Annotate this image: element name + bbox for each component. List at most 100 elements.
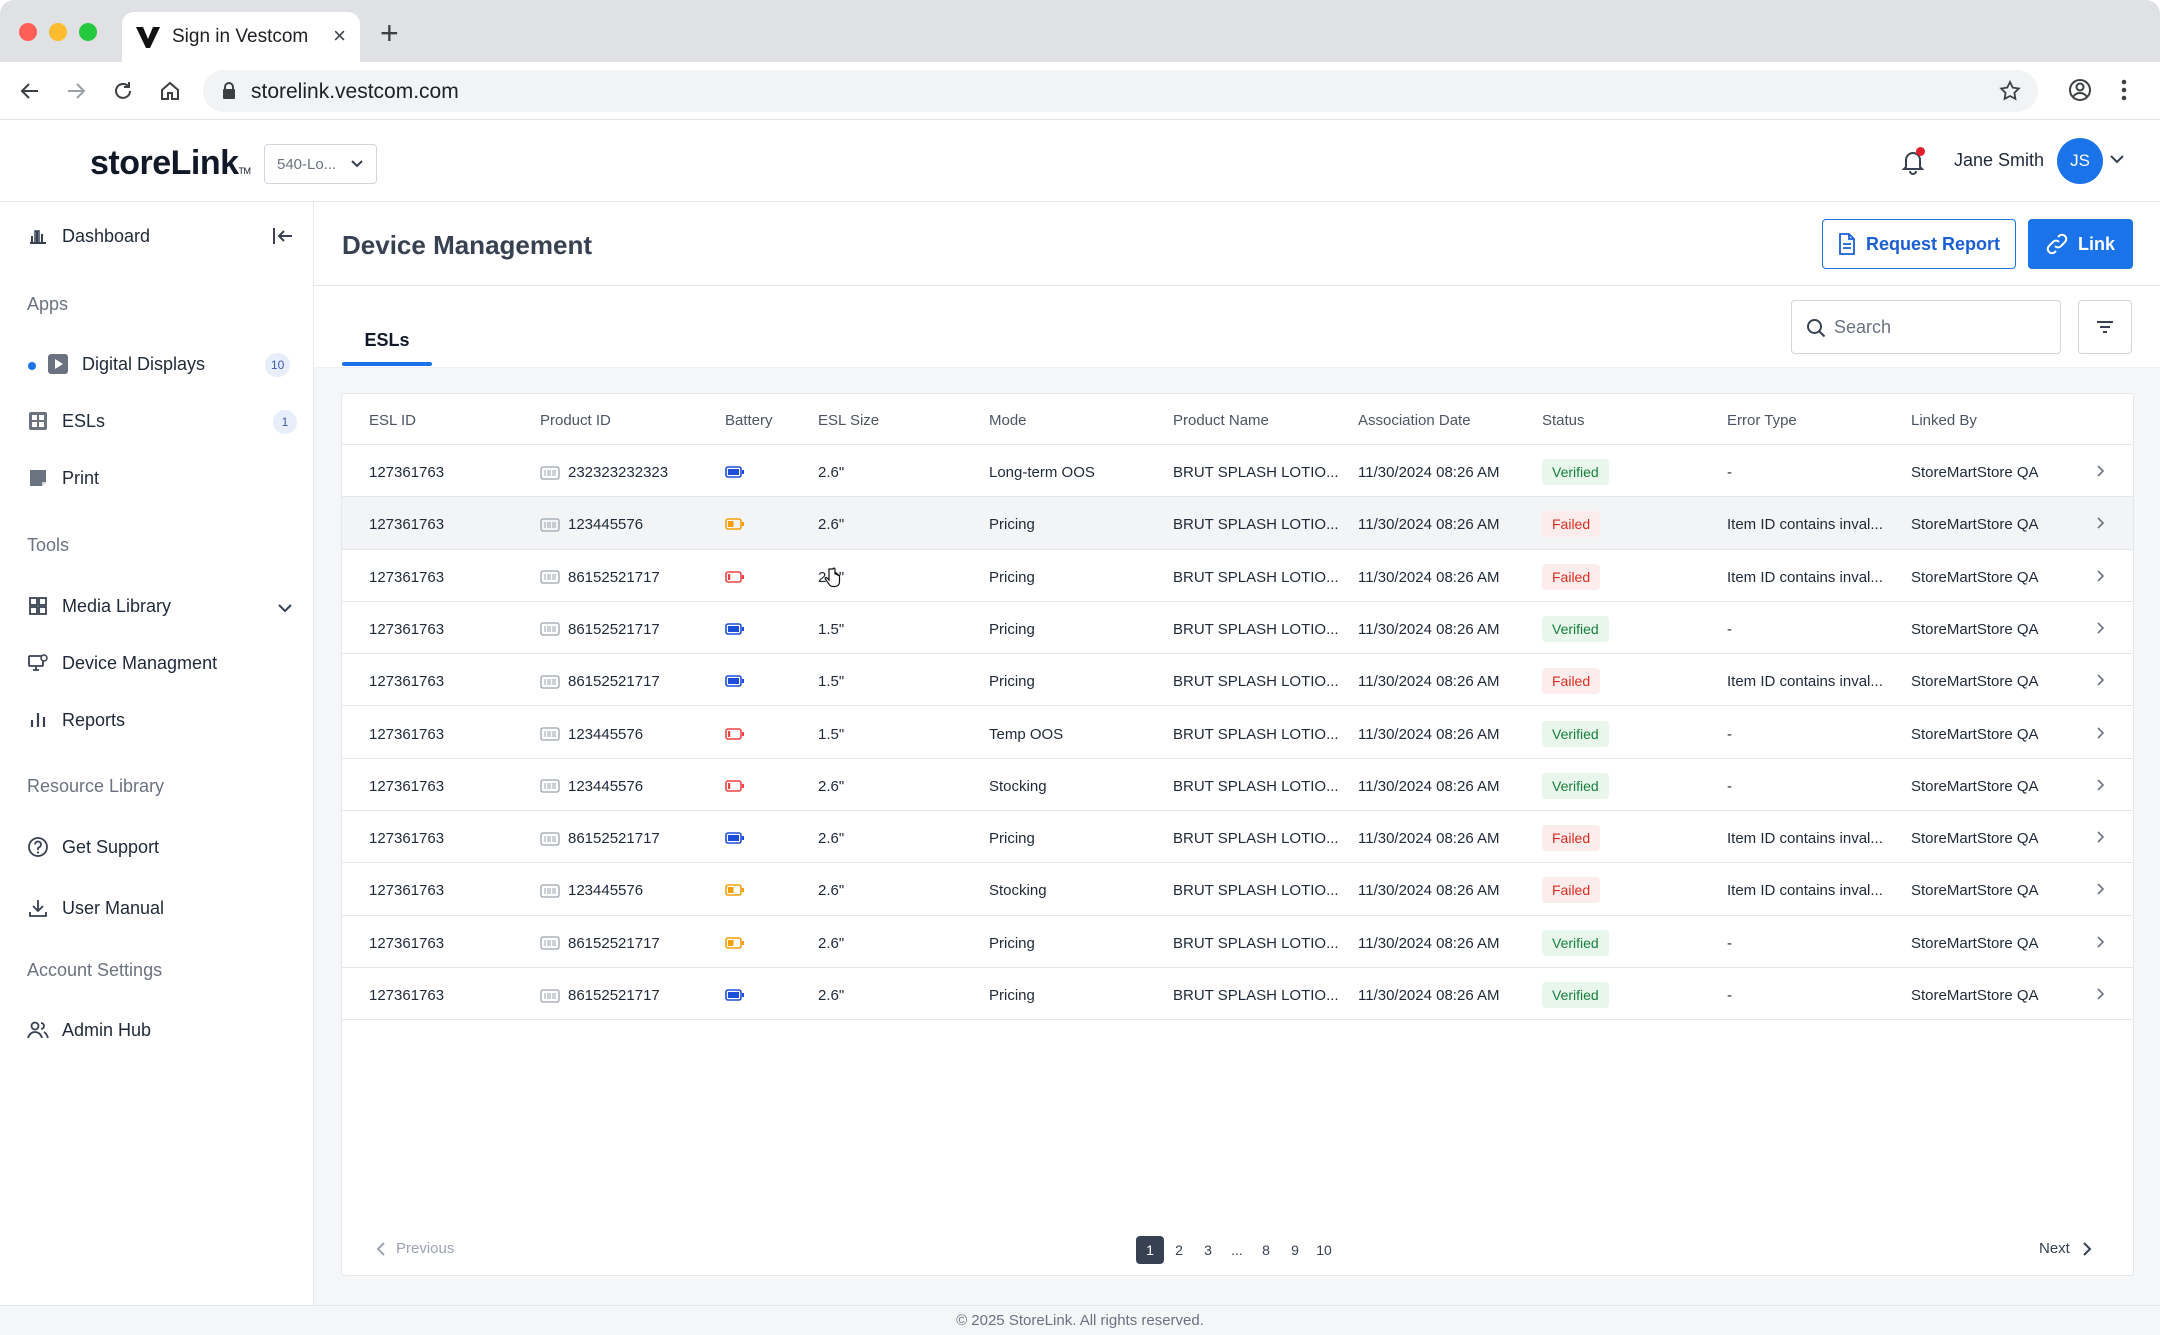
status-badge: Failed — [1542, 825, 1601, 852]
row-chevron-right-icon[interactable] — [2096, 621, 2106, 640]
col-association-date[interactable]: Association Date — [1358, 412, 1471, 429]
sidebar-item-esls[interactable]: ESLs — [26, 409, 105, 433]
tab-close-icon[interactable]: × — [333, 23, 346, 48]
col-status[interactable]: Status — [1542, 412, 1585, 429]
page-10-button[interactable]: 10 — [1316, 1242, 1332, 1258]
mode-cell: Pricing — [989, 934, 1035, 952]
browser-menu-icon[interactable] — [2116, 76, 2132, 104]
table-row[interactable]: 127361763 86152521717 1.5" Pricing BRUT SPLA… — [342, 654, 2133, 707]
browser-tab[interactable]: Sign in Vestcom × — [122, 12, 360, 62]
browser-tabstrip: Sign in Vestcom × + — [0, 0, 2160, 62]
collapse-sidebar-icon[interactable] — [272, 226, 294, 246]
sidebar-item-dashboard[interactable]: Dashboard — [26, 224, 150, 248]
storelink-logo[interactable]: storeLinkTM — [90, 144, 251, 183]
link-button[interactable]: Link — [2028, 219, 2133, 269]
sidebar-item-media-library[interactable]: Media Library — [26, 594, 171, 618]
barcode-icon — [540, 727, 560, 741]
col-linked-by[interactable]: Linked By — [1911, 412, 1977, 429]
battery-full-icon — [725, 465, 745, 483]
address-bar[interactable]: storelink.vestcom.com — [203, 70, 2038, 112]
hand-cursor-icon — [824, 567, 841, 588]
col-error-type[interactable]: Error Type — [1727, 412, 1797, 429]
col-mode[interactable]: Mode — [989, 412, 1027, 429]
esl-size-cell: 1.5" — [818, 673, 845, 691]
row-chevron-right-icon[interactable] — [2096, 673, 2106, 692]
sidebar-item-reports[interactable]: Reports — [26, 708, 125, 732]
tabs-bar: ESLs — [314, 286, 2160, 368]
search-input[interactable] — [1834, 302, 2054, 352]
row-chevron-right-icon[interactable] — [2096, 882, 2106, 901]
previous-page-button[interactable]: Previous — [376, 1240, 454, 1257]
col-product-name[interactable]: Product Name — [1173, 412, 1269, 429]
tab-esls[interactable]: ESLs — [364, 330, 410, 350]
sidebar: Dashboard Apps Digital Displays 10 ESLs … — [0, 202, 314, 1305]
device-icon — [26, 651, 50, 675]
product-id-cell: 86152521717 — [540, 935, 660, 952]
chevron-right-icon — [2083, 1241, 2092, 1256]
row-chevron-right-icon[interactable] — [2096, 726, 2106, 745]
reload-icon[interactable] — [108, 76, 138, 106]
window-maximize-button[interactable] — [79, 23, 97, 41]
page-3-button[interactable]: 3 — [1204, 1242, 1212, 1258]
col-esl-id[interactable]: ESL ID — [369, 412, 416, 429]
request-report-button[interactable]: Request Report — [1822, 219, 2016, 269]
forward-icon[interactable] — [61, 76, 91, 106]
window-close-button[interactable] — [19, 23, 37, 41]
sidebar-item-digital-displays[interactable]: Digital Displays — [46, 352, 205, 376]
link-label: Link — [2077, 233, 2115, 254]
mode-cell: Pricing — [989, 568, 1035, 586]
mode-cell: Pricing — [989, 987, 1035, 1004]
page-8-button[interactable]: 8 — [1262, 1242, 1270, 1258]
association-date-cell: 11/30/2024 08:26 AM — [1358, 934, 1500, 952]
col-esl-size[interactable]: ESL Size — [818, 412, 880, 429]
new-tab-button[interactable]: + — [380, 15, 399, 51]
page-9-button[interactable]: 9 — [1291, 1242, 1299, 1258]
sidebar-item-user-manual[interactable]: User Manual — [26, 896, 164, 920]
sidebar-item-print[interactable]: Print — [26, 466, 99, 490]
table-row[interactable]: 127361763 86152521717 1.5" Pricing BRUT SPLA… — [342, 601, 2133, 655]
barcode-icon — [540, 570, 560, 584]
bookmark-star-icon[interactable] — [1998, 79, 2022, 103]
store-selector[interactable]: 540-Lo... — [264, 144, 377, 184]
product-id-text: 86152521717 — [568, 568, 660, 586]
table-row[interactable]: 127361763 123445576 1.5" Temp OOS BRUT SPLAS… — [342, 706, 2133, 759]
page-2-button[interactable]: 2 — [1175, 1242, 1183, 1258]
search-icon — [1807, 319, 1826, 338]
product-id-cell: 123445576 — [540, 882, 643, 899]
next-page-button[interactable]: Next — [2039, 1240, 2092, 1257]
profile-icon[interactable] — [2066, 76, 2094, 104]
table-row[interactable]: 127361763 232323232323 2.6" Long-term OOS BR… — [342, 445, 2133, 498]
page-1-button[interactable]: 1 — [1136, 1236, 1164, 1264]
avatar[interactable]: JS — [2057, 138, 2103, 184]
notifications-button[interactable] — [1898, 146, 1928, 176]
row-chevron-right-icon[interactable] — [2096, 464, 2106, 483]
row-chevron-right-icon[interactable] — [2096, 987, 2106, 1006]
error-type-cell: - — [1727, 777, 1732, 795]
table-row[interactable]: 127361763 123445576 2.6" Stocking BRUT SPLAS… — [342, 863, 2133, 916]
col-product-id[interactable]: Product ID — [540, 412, 611, 429]
vestcom-favicon-icon — [136, 27, 160, 48]
user-name[interactable]: Jane Smith — [1954, 150, 2045, 170]
row-chevron-right-icon[interactable] — [2096, 935, 2106, 954]
col-battery[interactable]: Battery — [725, 412, 773, 429]
table-row[interactable]: 127361763 123445576 2.6" Pricing BRUT SPLASH… — [342, 497, 2133, 550]
user-menu-chevron-down-icon[interactable] — [2108, 152, 2126, 166]
sidebar-item-device-management[interactable]: Device Managment — [26, 651, 217, 675]
sidebar-item-get-support[interactable]: Get Support — [26, 835, 159, 859]
table-row[interactable]: 127361763 123445576 2.6" Stocking BRUT SPLAS… — [342, 758, 2133, 812]
row-chevron-right-icon[interactable] — [2096, 569, 2106, 588]
row-chevron-right-icon[interactable] — [2096, 516, 2106, 535]
media-library-chevron-down-icon[interactable] — [276, 602, 294, 614]
row-chevron-right-icon[interactable] — [2096, 778, 2106, 797]
help-icon — [26, 835, 50, 859]
row-chevron-right-icon[interactable] — [2096, 830, 2106, 849]
window-minimize-button[interactable] — [49, 23, 67, 41]
back-icon[interactable] — [15, 76, 45, 106]
home-icon[interactable] — [155, 76, 185, 106]
filter-button[interactable] — [2078, 300, 2132, 354]
sidebar-item-admin-hub[interactable]: Admin Hub — [26, 1018, 151, 1042]
